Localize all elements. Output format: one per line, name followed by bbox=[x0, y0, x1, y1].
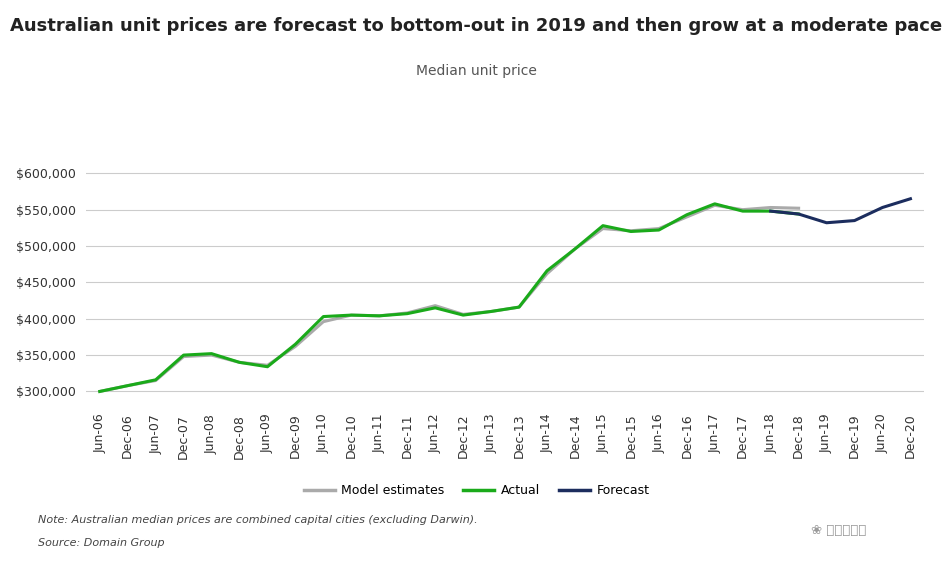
Text: Note: Australian median prices are combined capital cities (excluding Darwin).: Note: Australian median prices are combi… bbox=[38, 515, 477, 525]
Model estimates bbox=[513, 303, 525, 310]
Actual bbox=[764, 208, 776, 215]
Forecast bbox=[903, 195, 915, 202]
Legend: Model estimates, Actual, Forecast: Model estimates, Actual, Forecast bbox=[298, 479, 654, 502]
Model estimates bbox=[708, 202, 720, 209]
Actual bbox=[457, 311, 468, 318]
Actual bbox=[346, 311, 357, 318]
Model estimates bbox=[625, 227, 636, 234]
Model estimates bbox=[206, 351, 217, 358]
Actual bbox=[568, 245, 580, 252]
Model estimates bbox=[346, 311, 357, 318]
Model estimates bbox=[429, 302, 441, 309]
Line: Forecast: Forecast bbox=[770, 199, 909, 223]
Actual bbox=[429, 304, 441, 311]
Model estimates bbox=[178, 353, 189, 360]
Actual bbox=[597, 222, 608, 229]
Actual bbox=[233, 359, 245, 366]
Forecast bbox=[876, 204, 887, 211]
Model estimates bbox=[94, 388, 106, 395]
Actual bbox=[262, 363, 273, 370]
Line: Actual: Actual bbox=[100, 204, 798, 392]
Forecast bbox=[820, 219, 831, 226]
Model estimates bbox=[736, 206, 747, 213]
Actual bbox=[652, 227, 664, 234]
Model estimates bbox=[792, 205, 803, 212]
Model estimates bbox=[373, 313, 385, 320]
Actual bbox=[206, 350, 217, 357]
Model estimates bbox=[401, 310, 412, 317]
Model estimates bbox=[149, 377, 161, 384]
Model estimates bbox=[122, 382, 133, 389]
Model estimates bbox=[764, 204, 776, 211]
Model estimates bbox=[457, 311, 468, 318]
Model estimates bbox=[485, 308, 496, 315]
Model estimates bbox=[233, 359, 245, 366]
Actual bbox=[289, 340, 301, 347]
Actual bbox=[149, 376, 161, 383]
Actual bbox=[373, 313, 385, 320]
Forecast bbox=[764, 208, 776, 215]
Model estimates bbox=[681, 213, 692, 220]
Actual bbox=[792, 211, 803, 218]
Actual bbox=[625, 228, 636, 235]
Line: Model estimates: Model estimates bbox=[100, 205, 798, 392]
Model estimates bbox=[541, 270, 552, 277]
Forecast bbox=[792, 211, 803, 218]
Model estimates bbox=[568, 245, 580, 252]
Text: Median unit price: Median unit price bbox=[416, 64, 536, 78]
Actual bbox=[513, 303, 525, 310]
Actual bbox=[541, 267, 552, 274]
Model estimates bbox=[652, 225, 664, 232]
Text: ❀ 东方都市报: ❀ 东方都市报 bbox=[810, 524, 865, 536]
Text: Australian unit prices are forecast to bottom-out in 2019 and then grow at a mod: Australian unit prices are forecast to b… bbox=[10, 17, 942, 35]
Actual bbox=[178, 351, 189, 358]
Model estimates bbox=[262, 362, 273, 369]
Model estimates bbox=[289, 343, 301, 350]
Actual bbox=[681, 211, 692, 218]
Actual bbox=[122, 382, 133, 389]
Actual bbox=[708, 200, 720, 207]
Actual bbox=[317, 313, 328, 320]
Actual bbox=[94, 388, 106, 395]
Model estimates bbox=[597, 225, 608, 232]
Actual bbox=[736, 208, 747, 215]
Forecast bbox=[848, 217, 860, 224]
Actual bbox=[401, 310, 412, 317]
Actual bbox=[485, 308, 496, 315]
Model estimates bbox=[317, 318, 328, 325]
Text: Source: Domain Group: Source: Domain Group bbox=[38, 538, 165, 548]
